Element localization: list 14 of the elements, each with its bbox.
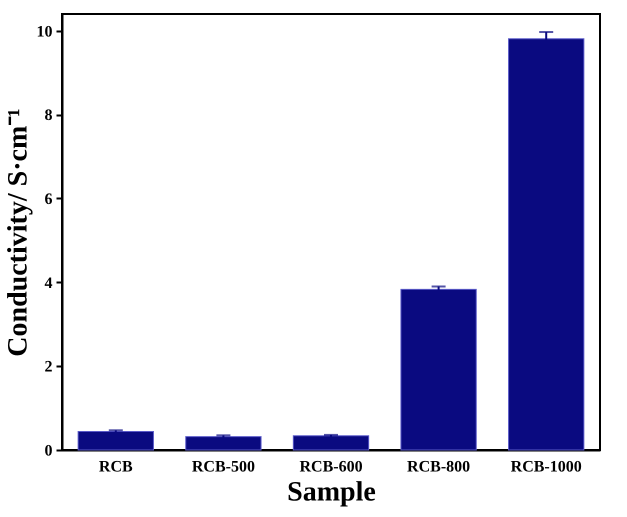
y-tick-label: 0: [44, 442, 52, 460]
x-tick-label: RCB-500: [192, 458, 255, 476]
x-axis-title: Sample: [287, 476, 376, 508]
y-tick-label: 4: [44, 274, 52, 292]
y-tick-label: 10: [36, 23, 52, 40]
x-tick-label: RCB-600: [299, 458, 363, 476]
y-tick-label: 6: [44, 190, 52, 208]
bar: [292, 435, 370, 450]
x-tick-label: RCB-800: [407, 458, 470, 476]
y-tick-label: 8: [44, 107, 52, 124]
x-tick-label: RCB-1000: [510, 458, 582, 476]
y-tick-label: 2: [44, 358, 52, 376]
x-tick-label: RCB: [98, 458, 134, 476]
y-axis-title: Conductivity/ S·cm⁻¹: [2, 108, 34, 357]
